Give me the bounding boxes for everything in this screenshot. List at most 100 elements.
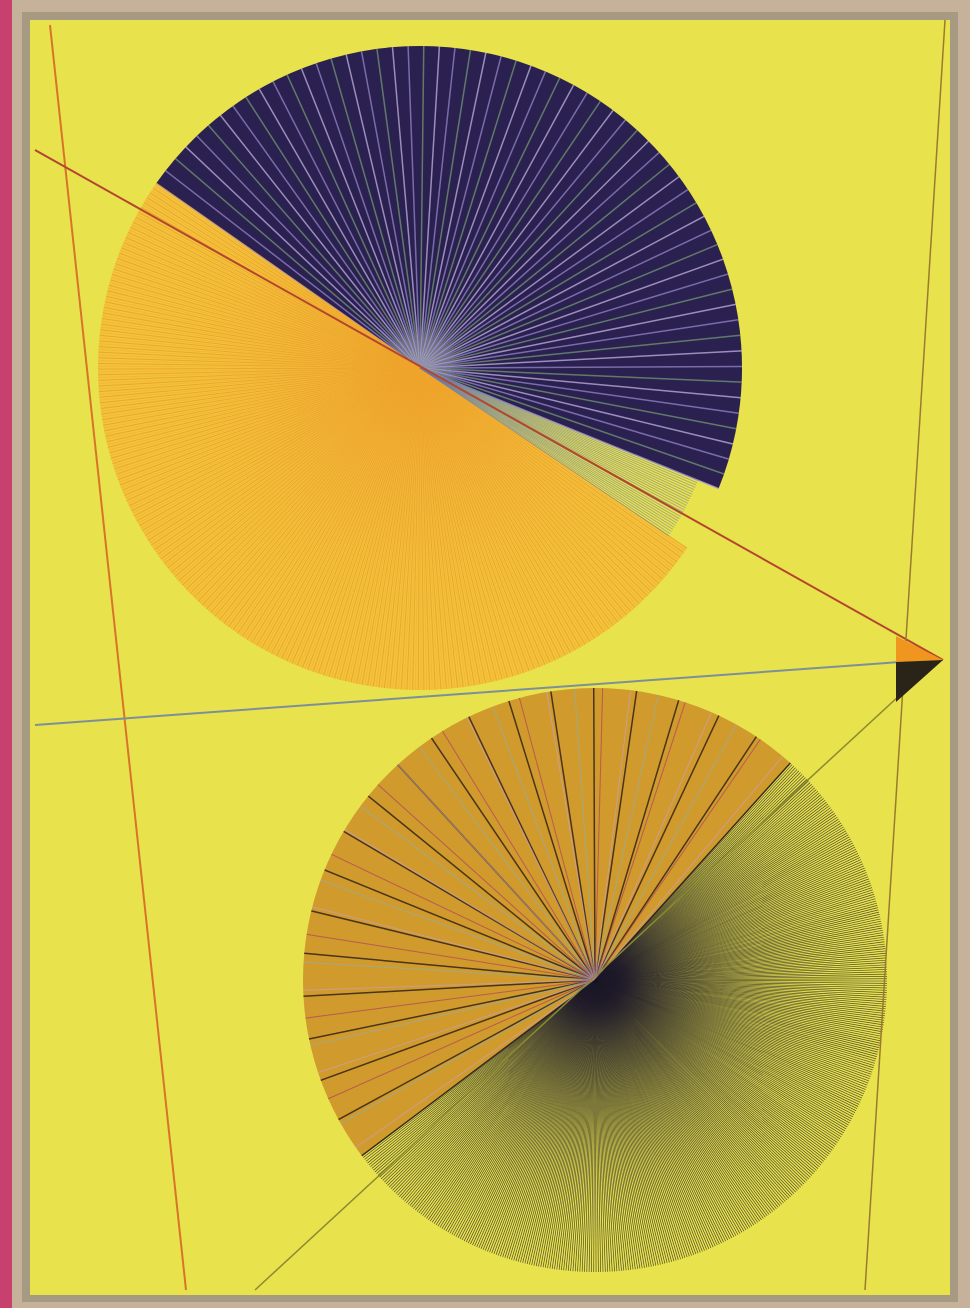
ray [449,979,596,1234]
ray [594,979,869,1084]
ray [594,979,692,1256]
ray [594,979,887,984]
ray [594,805,830,981]
ray [419,163,670,369]
ray [594,979,606,1272]
ray [594,979,873,1073]
ray [594,979,791,1198]
ray [594,952,886,981]
ray [451,979,596,1235]
ray [409,979,596,1206]
ray [395,979,596,1194]
ray [594,979,883,1030]
ray [594,979,887,1003]
ray [304,952,596,981]
ray [594,979,749,1229]
ray [594,979,634,1270]
ray [594,979,814,1175]
ray [594,979,726,1242]
ray [594,979,795,1194]
ray [463,979,596,1242]
ray [502,979,596,1258]
ray [594,966,887,981]
ray [594,874,868,981]
ray [594,979,841,1140]
ray [594,979,636,1270]
ray [594,979,724,1243]
ray [419,367,696,488]
ray [362,979,596,1158]
ray [594,880,870,981]
ray [594,979,641,1269]
ray [594,979,801,1188]
ray [594,773,803,981]
ray [594,787,816,981]
ray [594,979,875,1066]
ray [594,863,864,981]
ray [546,691,596,981]
ray [594,979,872,1075]
ray [594,979,857,1111]
ray [594,979,652,1267]
ray [196,135,421,369]
ray [419,367,741,399]
ray [594,861,863,981]
ray [594,712,712,981]
ray [594,979,876,1062]
ray [419,46,425,369]
ray [594,979,775,1211]
ray [594,979,878,1055]
ray [522,979,596,1263]
ray [594,979,885,1021]
ray [594,911,880,981]
ray [376,48,421,369]
ray [594,969,887,981]
ray [345,54,421,369]
ray [517,979,596,1262]
ray [594,979,781,1207]
ray [594,979,808,1181]
ray [245,96,421,369]
ray [594,893,875,981]
ray [594,979,783,1205]
ray [303,979,596,998]
ray [551,979,596,1269]
ray [419,273,729,369]
ray [594,715,720,981]
ray [594,979,695,1255]
ray [419,71,547,369]
ray [419,77,561,369]
ray [419,258,724,369]
ray [286,74,421,369]
ray [365,979,596,1162]
ray [419,176,680,369]
ray [594,950,886,981]
ray [594,979,611,1272]
ray [379,979,596,1178]
ray [594,792,820,981]
ray [594,979,860,1105]
ray [594,762,791,981]
ray [594,979,675,1262]
ray [413,979,596,1209]
ray [594,790,819,981]
wall-edge [0,0,12,1308]
ray [419,367,669,537]
ray [594,700,680,981]
ray [419,367,725,475]
ray [428,979,596,1220]
ray [470,979,596,1245]
ray [594,764,793,981]
ray [594,979,816,1173]
ray [594,859,862,981]
ray [513,979,596,1261]
ray [419,243,718,369]
ray [594,979,705,1251]
ray [594,979,829,1157]
ray [594,878,870,981]
ray [480,979,596,1249]
ray [594,979,887,998]
ray [594,962,887,981]
ray [594,979,745,1232]
ray [380,979,596,1180]
